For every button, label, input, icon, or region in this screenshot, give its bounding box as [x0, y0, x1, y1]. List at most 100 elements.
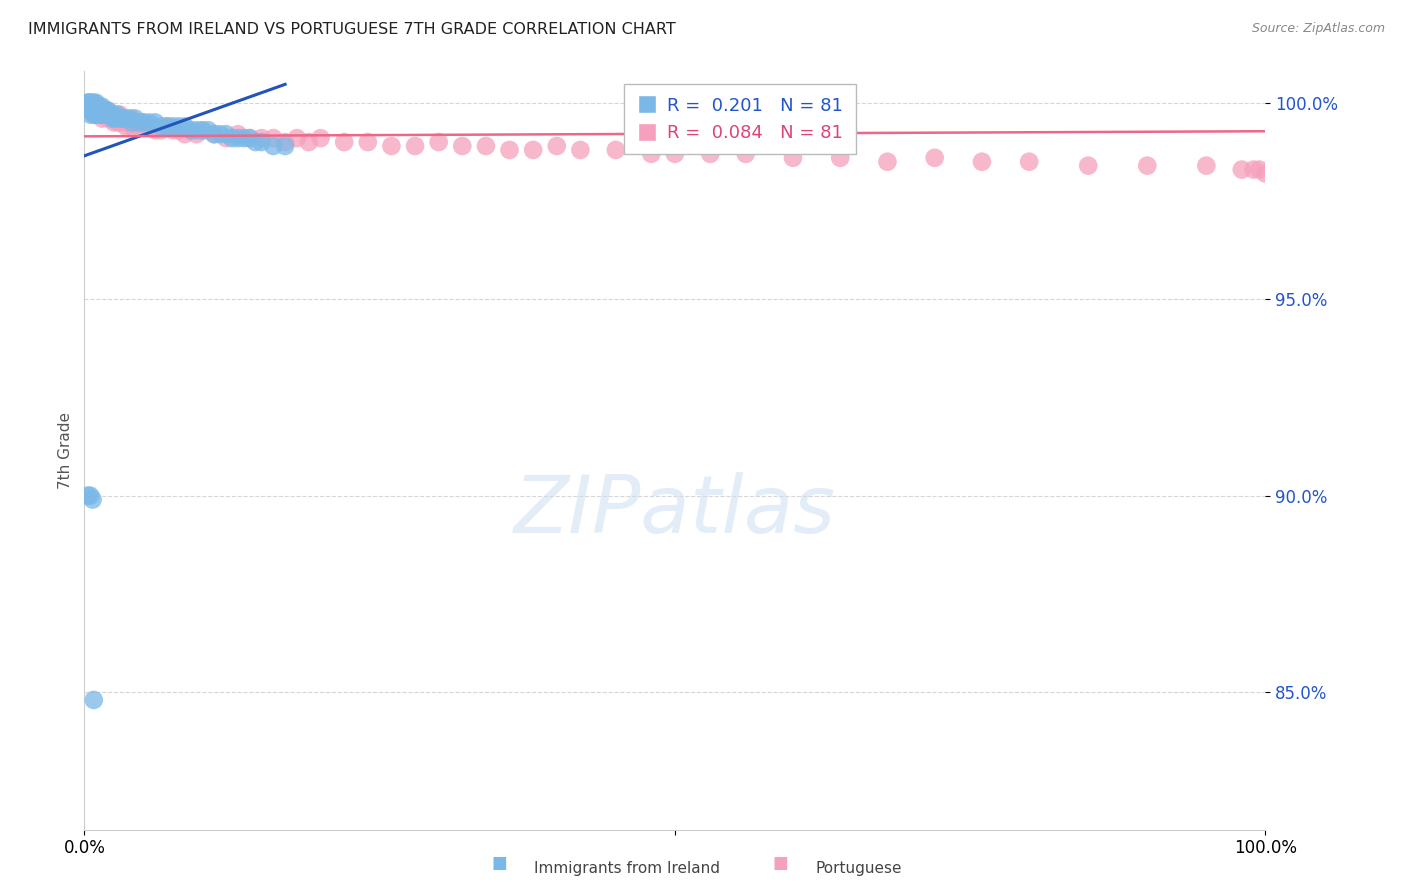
- Point: [83, 100, 105, 114]
- Point: [132, 115, 155, 129]
- Point: [91, 100, 114, 114]
- Point: [111, 112, 134, 126]
- Point: [209, 127, 232, 141]
- Point: [97, 107, 120, 121]
- Point: [333, 135, 356, 149]
- Point: [1254, 167, 1277, 181]
- Point: [232, 131, 254, 145]
- Point: [89, 107, 111, 121]
- Point: [82, 95, 104, 110]
- Text: IMMIGRANTS FROM IRELAND VS PORTUGUESE 7TH GRADE CORRELATION CHART: IMMIGRANTS FROM IRELAND VS PORTUGUESE 7T…: [28, 22, 676, 37]
- Point: [221, 131, 243, 145]
- Point: [191, 123, 214, 137]
- Point: [91, 112, 114, 126]
- Point: [97, 112, 120, 126]
- Point: [77, 100, 100, 114]
- Point: [118, 115, 141, 129]
- Point: [90, 103, 112, 118]
- Point: [103, 115, 125, 129]
- Point: [167, 120, 190, 134]
- Point: [970, 154, 993, 169]
- Point: [143, 115, 166, 129]
- Point: [82, 100, 104, 114]
- Point: [108, 115, 131, 129]
- Point: [239, 131, 262, 145]
- Legend: R =  0.201   N = 81, R =  0.084   N = 81: R = 0.201 N = 81, R = 0.084 N = 81: [624, 84, 856, 154]
- Point: [77, 489, 100, 503]
- Point: [77, 95, 100, 110]
- Point: [97, 103, 120, 118]
- Point: [128, 115, 150, 129]
- Text: ■: ■: [491, 855, 508, 872]
- Point: [84, 100, 107, 114]
- Point: [186, 123, 208, 137]
- Point: [79, 103, 101, 118]
- Point: [124, 115, 146, 129]
- Point: [250, 131, 273, 145]
- Point: [93, 107, 115, 121]
- Text: Portuguese: Portuguese: [815, 861, 903, 876]
- Point: [262, 131, 284, 145]
- Point: [143, 123, 166, 137]
- Point: [101, 112, 124, 126]
- Point: [357, 135, 380, 149]
- Point: [79, 107, 101, 121]
- Point: [86, 103, 108, 118]
- Point: [380, 139, 402, 153]
- Point: [138, 115, 160, 129]
- Point: [87, 100, 110, 114]
- Point: [79, 103, 101, 118]
- Point: [104, 112, 127, 126]
- Point: [91, 103, 114, 118]
- Point: [274, 139, 297, 153]
- Point: [180, 123, 202, 137]
- Point: [132, 115, 155, 129]
- Point: [83, 103, 105, 118]
- Point: [84, 103, 107, 118]
- Point: [83, 95, 105, 110]
- Point: [84, 100, 107, 114]
- Point: [79, 100, 101, 114]
- Point: [569, 143, 592, 157]
- Point: [1136, 159, 1159, 173]
- Point: [87, 103, 110, 118]
- Point: [82, 492, 104, 507]
- Point: [90, 107, 112, 121]
- Point: [100, 112, 122, 126]
- Point: [129, 120, 152, 134]
- Point: [114, 112, 136, 126]
- Point: [162, 123, 184, 137]
- Point: [93, 107, 115, 121]
- Point: [77, 95, 100, 110]
- Point: [96, 107, 118, 121]
- Point: [245, 135, 267, 149]
- Point: [86, 100, 108, 114]
- Point: [127, 120, 149, 134]
- Text: Immigrants from Ireland: Immigrants from Ireland: [534, 861, 720, 876]
- Point: [498, 143, 520, 157]
- Point: [1243, 162, 1265, 177]
- Point: [150, 120, 173, 134]
- Point: [105, 112, 128, 126]
- Point: [522, 143, 544, 157]
- Point: [250, 135, 273, 149]
- Point: [80, 103, 103, 118]
- Point: [191, 123, 214, 137]
- Point: [156, 120, 179, 134]
- Point: [77, 100, 100, 114]
- Point: [121, 112, 143, 126]
- Point: [121, 120, 143, 134]
- Point: [98, 107, 121, 121]
- Point: [475, 139, 498, 153]
- Point: [94, 107, 117, 121]
- Point: [404, 139, 426, 153]
- Point: [84, 107, 107, 121]
- Point: [76, 95, 98, 110]
- Point: [87, 103, 110, 118]
- Point: [108, 112, 131, 126]
- Point: [215, 131, 238, 145]
- Point: [226, 127, 249, 141]
- Point: [98, 107, 121, 121]
- Point: [108, 107, 131, 121]
- Point: [298, 135, 321, 149]
